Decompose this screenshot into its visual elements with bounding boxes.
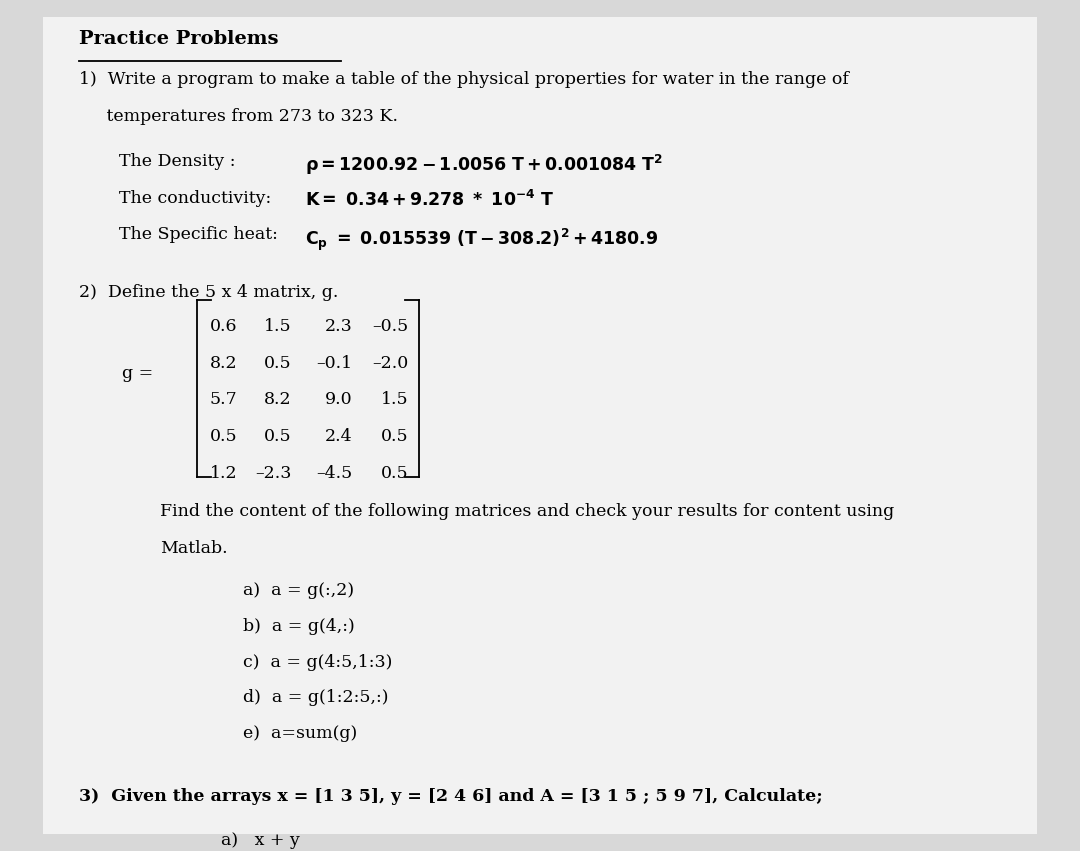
Text: 1.5: 1.5	[264, 318, 292, 335]
Text: e)  a=sum(g): e) a=sum(g)	[243, 725, 357, 742]
Text: 2.4: 2.4	[324, 428, 352, 445]
Text: $\mathbf{K{=}\ 0.34 + 9.278\ *\ 10^{-4}\ T}$: $\mathbf{K{=}\ 0.34 + 9.278\ *\ 10^{-4}\…	[305, 190, 553, 210]
Text: 0.6: 0.6	[211, 318, 238, 335]
Text: The Density :: The Density :	[119, 153, 235, 170]
Text: The conductivity:: The conductivity:	[119, 190, 271, 207]
Text: –0.1: –0.1	[316, 355, 352, 372]
Text: The Specific heat:: The Specific heat:	[119, 226, 278, 243]
Text: 0.5: 0.5	[380, 428, 408, 445]
Text: 0.5: 0.5	[264, 355, 292, 372]
Text: 5.7: 5.7	[210, 391, 238, 408]
Text: 0.5: 0.5	[210, 428, 238, 445]
Text: 8.2: 8.2	[264, 391, 292, 408]
Text: –4.5: –4.5	[315, 465, 352, 482]
Text: 1)  Write a program to make a table of the physical properties for water in the : 1) Write a program to make a table of th…	[79, 71, 849, 89]
Text: 2)  Define the 5 x 4 matrix, g.: 2) Define the 5 x 4 matrix, g.	[79, 284, 338, 301]
Text: 2.3: 2.3	[324, 318, 352, 335]
Text: $\mathbf{\rho = 1200.92 - 1.0056\ T + 0.001084\ T^2}$: $\mathbf{\rho = 1200.92 - 1.0056\ T + 0.…	[305, 153, 663, 177]
Text: 0.5: 0.5	[380, 465, 408, 482]
Text: c)  a = g(4:5,1:3): c) a = g(4:5,1:3)	[243, 654, 392, 671]
Text: 0.5: 0.5	[264, 428, 292, 445]
Text: Matlab.: Matlab.	[160, 540, 228, 557]
Text: b)  a = g(4,:): b) a = g(4,:)	[243, 618, 354, 635]
Text: g =: g =	[122, 365, 153, 381]
Text: –2.3: –2.3	[255, 465, 292, 482]
Text: 3)  Given the arrays x = [1 3 5], y = [2 4 6] and A = [3 1 5 ; 5 9 7], Calculate: 3) Given the arrays x = [1 3 5], y = [2 …	[79, 788, 823, 805]
Text: a)   x + y: a) x + y	[221, 832, 300, 849]
Text: –0.5: –0.5	[372, 318, 408, 335]
Text: 1.2: 1.2	[210, 465, 238, 482]
Text: 1.5: 1.5	[380, 391, 408, 408]
FancyBboxPatch shape	[43, 17, 1037, 834]
Text: Find the content of the following matrices and check your results for content us: Find the content of the following matric…	[160, 503, 894, 520]
Text: –2.0: –2.0	[372, 355, 408, 372]
Text: Practice Problems: Practice Problems	[79, 30, 279, 48]
Text: a)  a = g(:,2): a) a = g(:,2)	[243, 582, 354, 599]
Text: 8.2: 8.2	[210, 355, 238, 372]
Text: temperatures from 273 to 323 K.: temperatures from 273 to 323 K.	[79, 108, 397, 125]
Text: d)  a = g(1:2:5,:): d) a = g(1:2:5,:)	[243, 689, 389, 706]
Text: $\mathbf{C_p\ {=}\ 0.015539\ (T - 308.2)^2 + 4180.9}$: $\mathbf{C_p\ {=}\ 0.015539\ (T - 308.2)…	[305, 226, 658, 253]
Text: 9.0: 9.0	[324, 391, 352, 408]
